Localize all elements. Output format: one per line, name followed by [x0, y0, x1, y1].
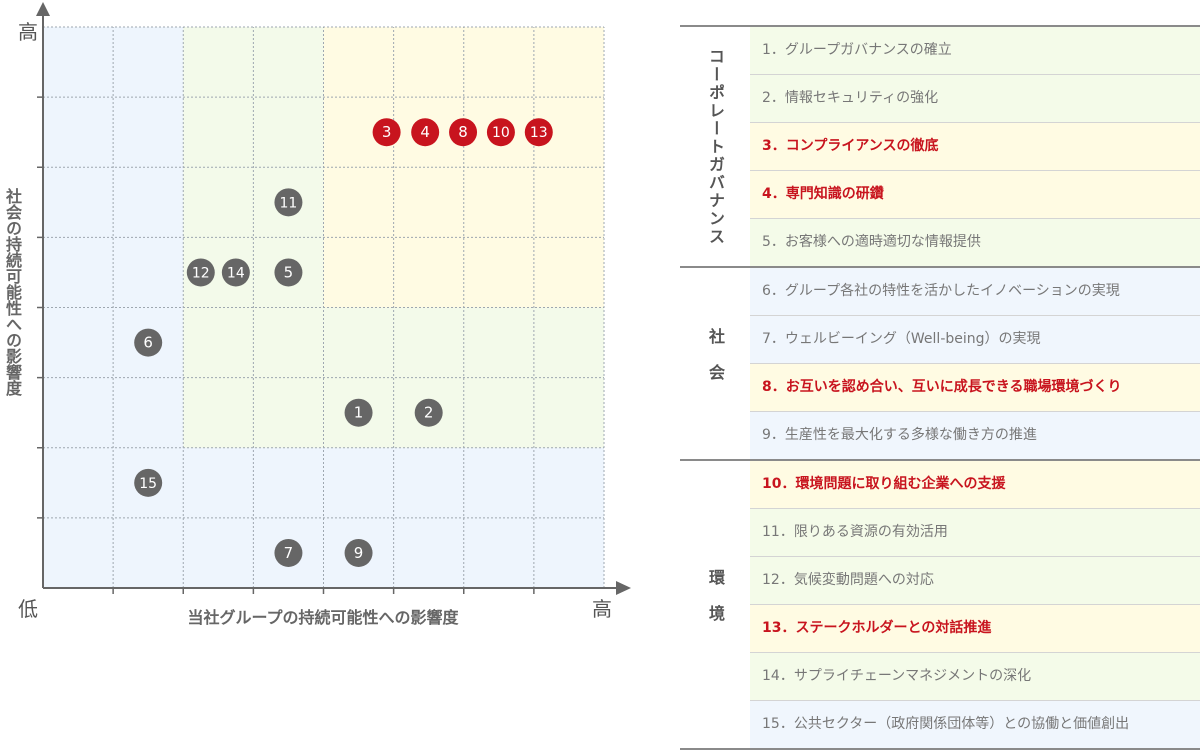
- legend-group-label-text: 社会: [706, 327, 725, 400]
- legend-item: 4．専門知識の研鑽: [750, 171, 1200, 219]
- legend-item: 7．ウェルビーイング（Well-being）の実現: [750, 316, 1200, 364]
- data-point-label: 8: [458, 123, 468, 141]
- data-point-5: 5: [274, 258, 303, 287]
- legend-group-label-text: 環境: [706, 568, 725, 641]
- data-point-label: 9: [354, 544, 364, 562]
- x-axis-arrow: [616, 581, 631, 595]
- data-point-label: 14: [227, 265, 245, 281]
- legend-group-label: 社会: [680, 268, 750, 459]
- data-point-marker: [274, 258, 303, 287]
- data-point-label: 6: [143, 334, 153, 352]
- data-point-label: 11: [280, 195, 298, 211]
- legend-item: 14．サプライチェーンマネジメントの深化: [750, 653, 1200, 701]
- data-point-label: 15: [139, 476, 157, 492]
- data-point-7: 7: [274, 538, 303, 567]
- legend-group-label-text: コーポレートガバナンス: [706, 47, 725, 246]
- data-point-label: 2: [424, 404, 434, 422]
- legend-item: 5．お客様への適時適切な情報提供: [750, 219, 1200, 266]
- data-point-9: 9: [344, 538, 373, 567]
- data-point-marker: [372, 118, 401, 147]
- data-point-3: 3: [372, 118, 401, 147]
- data-point-marker: [486, 118, 515, 147]
- origin-label: 低: [18, 597, 38, 621]
- data-point-8: 8: [449, 118, 478, 147]
- data-point-4: 4: [411, 118, 440, 147]
- legend-item: 9．生産性を最大化する多様な働き方の推進: [750, 412, 1200, 459]
- y-axis-arrow: [36, 2, 50, 16]
- data-point-marker: [414, 398, 443, 427]
- x-axis-title: 当社グループの持続可能性への影響度: [187, 608, 459, 627]
- legend-item: 10．環境問題に取り組む企業への支援: [750, 461, 1200, 509]
- legend-group-label: 環境: [680, 461, 750, 748]
- legend-item: 8．お互いを認め合い、互いに成長できる職場環境づくり: [750, 364, 1200, 412]
- legend-group: 環境 10．環境問題に取り組む企業への支援 11．限りある資源の有効活用 12．気候変…: [680, 459, 1200, 750]
- data-point-marker: [134, 328, 163, 357]
- legend-items: 6．グループ各社の特性を活かしたイノベーションの実現 7．ウェルビーイング（Wel…: [750, 268, 1200, 459]
- data-point-label: 4: [420, 123, 430, 141]
- data-point-marker: [274, 538, 303, 567]
- legend-group: 社会 6．グループ各社の特性を活かしたイノベーションの実現 7．ウェルビーイング（W…: [680, 266, 1200, 459]
- data-point-label: 3: [382, 123, 392, 141]
- data-point-marker: [524, 118, 553, 147]
- data-point-marker: [411, 118, 440, 147]
- legend-item: 11．限りある資源の有効活用: [750, 509, 1200, 557]
- data-point-label: 10: [492, 125, 510, 141]
- legend-group: コーポレートガバナンス 1．グループガバナンスの確立 2．情報セキュリティの強化 3．…: [680, 25, 1200, 266]
- data-point-1: 1: [344, 398, 373, 427]
- axes: [36, 2, 631, 595]
- legend-item: 15．公共セクター（政府関係団体等）との協働と価値創出: [750, 701, 1200, 748]
- data-point-15: 15: [134, 468, 163, 497]
- legend-item: 12．気候変動問題への対応: [750, 557, 1200, 605]
- data-point-10: 10: [486, 118, 515, 147]
- data-point-12: 12: [186, 258, 215, 287]
- x-axis-high-label: 高: [592, 597, 612, 621]
- data-point-label: 7: [284, 544, 294, 562]
- data-point-11: 11: [274, 188, 303, 217]
- data-point-14: 14: [221, 258, 250, 287]
- data-point-marker: [344, 538, 373, 567]
- legend-item: 1．グループガバナンスの確立: [750, 27, 1200, 75]
- data-point-marker: [134, 468, 163, 497]
- legend-item: 13．ステークホルダーとの対話推進: [750, 605, 1200, 653]
- data-point-marker: [221, 258, 250, 287]
- data-point-marker: [344, 398, 373, 427]
- data-point-marker: [186, 258, 215, 287]
- data-point-label: 13: [530, 125, 548, 141]
- legend-group-label: コーポレートガバナンス: [680, 27, 750, 266]
- data-point-marker: [274, 188, 303, 217]
- materiality-legend: コーポレートガバナンス 1．グループガバナンスの確立 2．情報セキュリティの強化 3．…: [680, 25, 1200, 750]
- grid-lines: [43, 26, 605, 588]
- legend-item: 6．グループ各社の特性を活かしたイノベーションの実現: [750, 268, 1200, 316]
- data-point-marker: [449, 118, 478, 147]
- data-point-6: 6: [134, 328, 163, 357]
- data-point-label: 1: [354, 404, 364, 422]
- y-axis-high-label: 高: [18, 20, 38, 44]
- data-point-13: 13: [524, 118, 553, 147]
- legend-items: 1．グループガバナンスの確立 2．情報セキュリティの強化 3．コンプライアンスの徹底…: [750, 27, 1200, 266]
- legend-item: 2．情報セキュリティの強化: [750, 75, 1200, 123]
- data-point-label: 5: [284, 263, 294, 281]
- data-point-label: 12: [192, 265, 210, 281]
- data-point-2: 2: [414, 398, 443, 427]
- y-axis-title: 社会の持続可能性への影響度: [3, 188, 22, 396]
- legend-item: 3．コンプライアンスの徹底: [750, 123, 1200, 171]
- legend-items: 10．環境問題に取り組む企業への支援 11．限りある資源の有効活用 12．気候変動問…: [750, 461, 1200, 748]
